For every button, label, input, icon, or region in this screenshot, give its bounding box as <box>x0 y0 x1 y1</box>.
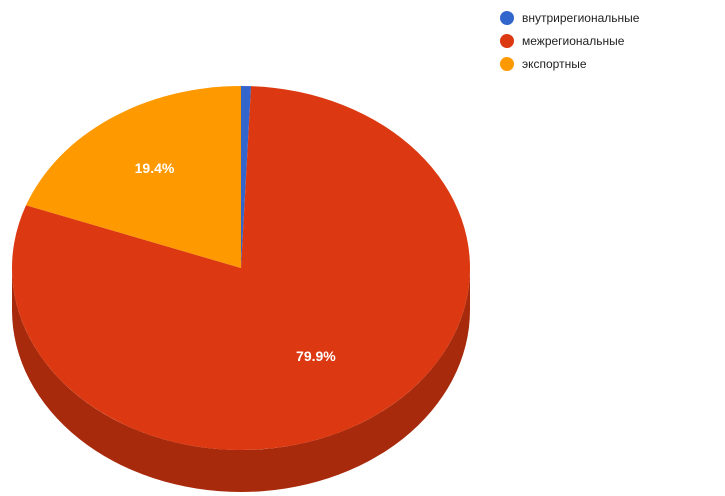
pie-top-group <box>12 86 471 451</box>
legend: внутрирегиональные межрегиональные экспо… <box>500 8 639 77</box>
legend-swatch-intraregional <box>500 11 514 25</box>
slice-label-interregional: 79.9% <box>296 348 336 364</box>
slice-label-export: 19.4% <box>135 160 175 176</box>
pie-side-group <box>12 268 470 492</box>
legend-item-intraregional[interactable]: внутрирегиональные <box>500 8 639 28</box>
legend-label-interregional: межрегиональные <box>522 34 625 48</box>
legend-item-export[interactable]: экспортные <box>500 54 639 74</box>
legend-item-interregional[interactable]: межрегиональные <box>500 31 639 51</box>
pie-slice-interregional[interactable] <box>12 86 471 451</box>
legend-swatch-export <box>500 57 514 71</box>
pie-slice-intraregional[interactable] <box>241 86 252 268</box>
pie-slice-export[interactable] <box>26 86 241 268</box>
pie-side-interregional <box>12 268 470 492</box>
legend-swatch-interregional <box>500 34 514 48</box>
legend-label-intraregional: внутрирегиональные <box>522 11 640 25</box>
legend-label-export: экспортные <box>522 57 587 71</box>
pie-labels-group: 79.9% 19.4% <box>135 160 337 364</box>
